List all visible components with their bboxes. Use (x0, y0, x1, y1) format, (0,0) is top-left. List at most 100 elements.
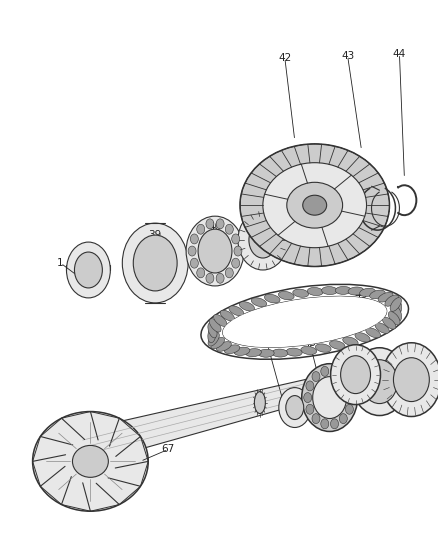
Ellipse shape (207, 322, 216, 338)
Ellipse shape (285, 395, 303, 419)
Text: 67: 67 (161, 445, 174, 455)
Ellipse shape (278, 292, 293, 300)
Ellipse shape (365, 328, 380, 338)
Text: 47: 47 (390, 375, 403, 385)
Ellipse shape (384, 295, 398, 306)
Ellipse shape (196, 224, 204, 234)
Ellipse shape (377, 293, 392, 302)
Text: 48: 48 (340, 360, 353, 370)
Ellipse shape (278, 387, 310, 427)
Ellipse shape (208, 332, 219, 346)
Ellipse shape (305, 404, 313, 414)
Ellipse shape (225, 268, 233, 278)
Ellipse shape (240, 144, 389, 266)
Ellipse shape (369, 290, 384, 299)
Ellipse shape (342, 337, 357, 346)
Ellipse shape (254, 392, 265, 414)
Ellipse shape (271, 349, 287, 357)
Ellipse shape (196, 268, 204, 278)
Text: 41: 41 (258, 213, 271, 223)
Ellipse shape (305, 381, 313, 391)
Text: 43: 43 (340, 51, 353, 61)
Ellipse shape (225, 224, 233, 234)
Polygon shape (51, 361, 391, 472)
Ellipse shape (264, 294, 279, 303)
Ellipse shape (215, 273, 223, 283)
Ellipse shape (392, 306, 401, 321)
Ellipse shape (328, 341, 344, 349)
Ellipse shape (335, 286, 350, 294)
Ellipse shape (251, 298, 266, 306)
Ellipse shape (239, 302, 254, 311)
Ellipse shape (302, 195, 326, 215)
Ellipse shape (314, 344, 330, 352)
Ellipse shape (187, 246, 196, 256)
Text: 40: 40 (208, 222, 221, 232)
Ellipse shape (231, 234, 239, 244)
Ellipse shape (374, 323, 389, 334)
Ellipse shape (388, 312, 399, 325)
Ellipse shape (320, 419, 328, 429)
Ellipse shape (248, 222, 276, 258)
Ellipse shape (258, 349, 274, 357)
Ellipse shape (389, 297, 400, 311)
Ellipse shape (303, 393, 311, 402)
Ellipse shape (222, 296, 386, 348)
Ellipse shape (339, 372, 346, 382)
Ellipse shape (351, 348, 406, 416)
Ellipse shape (286, 182, 342, 228)
Ellipse shape (359, 288, 374, 296)
Ellipse shape (233, 347, 249, 356)
Text: 45: 45 (354, 290, 367, 300)
Ellipse shape (392, 358, 428, 401)
Ellipse shape (347, 287, 363, 295)
Ellipse shape (219, 310, 234, 321)
Ellipse shape (381, 343, 438, 416)
Ellipse shape (347, 393, 355, 402)
Ellipse shape (330, 366, 338, 376)
Ellipse shape (222, 296, 386, 348)
Ellipse shape (330, 419, 338, 429)
Ellipse shape (198, 229, 231, 273)
Ellipse shape (237, 210, 287, 270)
Ellipse shape (186, 216, 244, 286)
Ellipse shape (320, 366, 328, 376)
Ellipse shape (301, 364, 357, 432)
Ellipse shape (311, 414, 319, 424)
Ellipse shape (190, 258, 198, 268)
Ellipse shape (210, 337, 224, 349)
Ellipse shape (311, 372, 319, 382)
Ellipse shape (224, 345, 239, 353)
Ellipse shape (354, 333, 369, 342)
Ellipse shape (66, 242, 110, 298)
Ellipse shape (307, 287, 322, 295)
Ellipse shape (32, 411, 148, 511)
Ellipse shape (205, 219, 213, 229)
Ellipse shape (300, 346, 316, 354)
Ellipse shape (72, 446, 108, 478)
Text: 39: 39 (148, 230, 162, 240)
Ellipse shape (340, 356, 370, 393)
Text: 1: 1 (57, 258, 64, 268)
Ellipse shape (245, 349, 261, 357)
Ellipse shape (216, 342, 231, 351)
Text: 46: 46 (422, 394, 435, 405)
Text: 49: 49 (302, 338, 316, 348)
Ellipse shape (133, 235, 177, 291)
Ellipse shape (292, 289, 308, 297)
Ellipse shape (339, 414, 346, 424)
Ellipse shape (286, 348, 301, 356)
Text: 42: 42 (278, 53, 291, 63)
Ellipse shape (361, 360, 396, 403)
Ellipse shape (330, 345, 380, 405)
Ellipse shape (231, 258, 239, 268)
Ellipse shape (228, 306, 243, 316)
Text: 44: 44 (392, 49, 405, 59)
Ellipse shape (262, 163, 366, 248)
Ellipse shape (215, 219, 223, 229)
Ellipse shape (345, 381, 353, 391)
Ellipse shape (207, 327, 215, 343)
Ellipse shape (190, 234, 198, 244)
Ellipse shape (312, 377, 346, 418)
Ellipse shape (321, 287, 337, 295)
